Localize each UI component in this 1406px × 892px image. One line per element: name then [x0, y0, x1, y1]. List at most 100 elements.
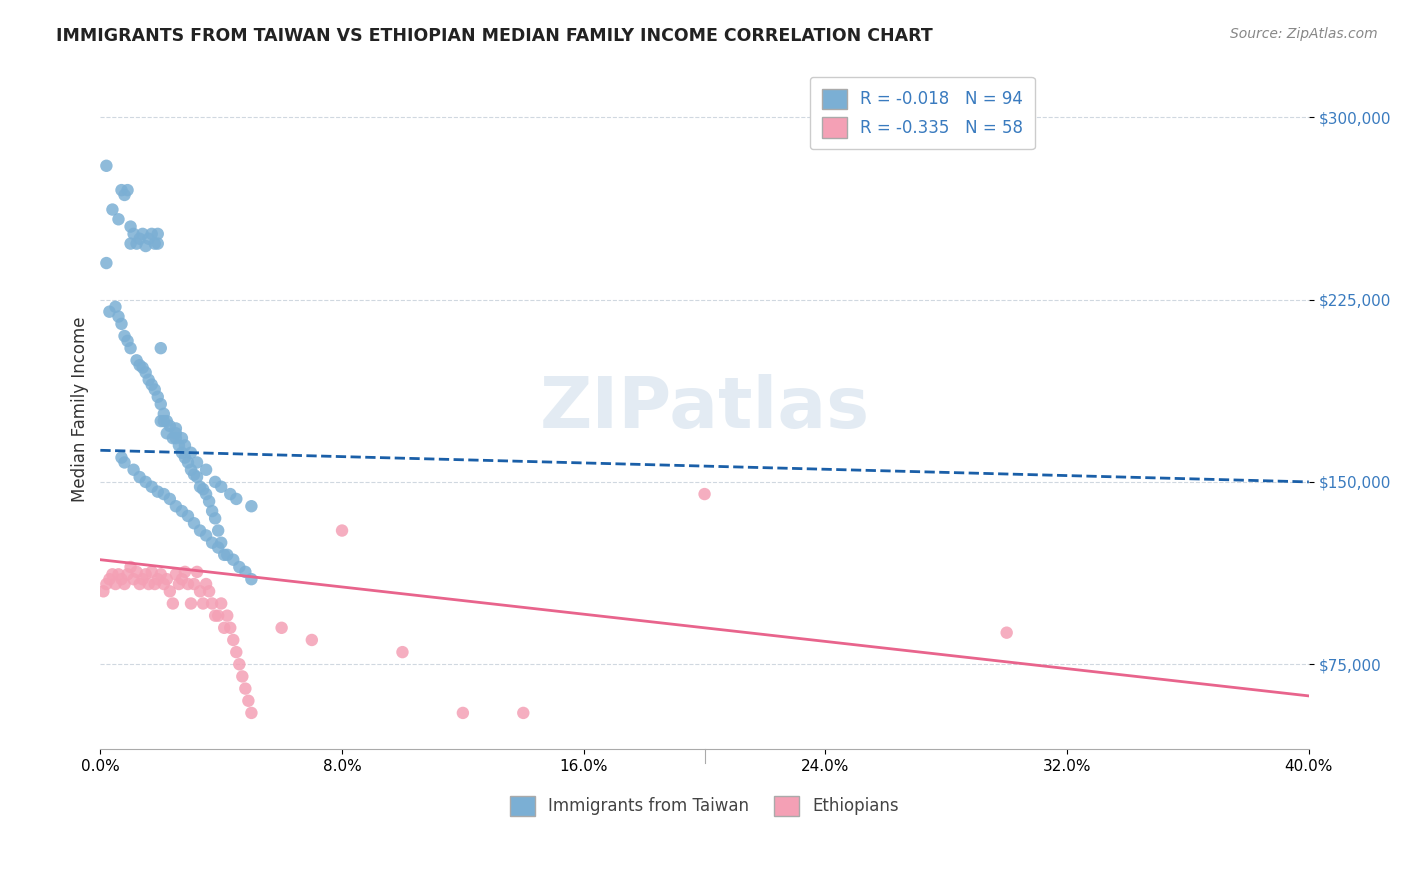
Point — [165, 426, 187, 441]
Point — [177, 508, 200, 523]
Point — [180, 446, 202, 460]
Point — [117, 183, 139, 197]
Point — [222, 632, 245, 647]
Point — [180, 597, 202, 611]
Point — [149, 397, 172, 411]
Text: IMMIGRANTS FROM TAIWAN VS ETHIOPIAN MEDIAN FAMILY INCOME CORRELATION CHART: IMMIGRANTS FROM TAIWAN VS ETHIOPIAN MEDI… — [56, 27, 934, 45]
Point — [512, 706, 534, 720]
Point — [101, 567, 124, 582]
Point — [152, 414, 174, 428]
Point — [195, 463, 218, 477]
Point — [152, 407, 174, 421]
Point — [235, 681, 257, 696]
Point — [110, 450, 132, 465]
Point — [212, 548, 235, 562]
Point — [96, 577, 118, 591]
Point — [104, 300, 127, 314]
Point — [96, 159, 118, 173]
Point — [209, 480, 232, 494]
Point — [186, 565, 208, 579]
Point — [207, 541, 229, 555]
Point — [240, 706, 263, 720]
Point — [177, 577, 200, 591]
Point — [114, 455, 136, 469]
Text: Source: ZipAtlas.com: Source: ZipAtlas.com — [1230, 27, 1378, 41]
Point — [143, 577, 166, 591]
Point — [101, 202, 124, 217]
Point — [128, 358, 150, 372]
Point — [117, 567, 139, 582]
Point — [183, 577, 205, 591]
Point — [174, 438, 197, 452]
Point — [141, 480, 163, 494]
Point — [122, 227, 145, 241]
Point — [141, 377, 163, 392]
Point — [240, 500, 263, 514]
Point — [174, 565, 197, 579]
Point — [212, 621, 235, 635]
Point — [204, 475, 226, 489]
Point — [149, 414, 172, 428]
Point — [98, 572, 121, 586]
Point — [110, 317, 132, 331]
Point — [209, 597, 232, 611]
Point — [995, 625, 1018, 640]
Point — [228, 560, 250, 574]
Point — [201, 535, 224, 549]
Point — [195, 487, 218, 501]
Point — [135, 239, 157, 253]
Point — [107, 212, 129, 227]
Point — [165, 500, 187, 514]
Point — [125, 236, 148, 251]
Point — [219, 487, 242, 501]
Point — [235, 565, 257, 579]
Point — [104, 577, 127, 591]
Point — [191, 482, 214, 496]
Point — [198, 584, 221, 599]
Point — [162, 597, 184, 611]
Point — [128, 470, 150, 484]
Point — [183, 467, 205, 482]
Legend: Immigrants from Taiwan, Ethiopians: Immigrants from Taiwan, Ethiopians — [503, 789, 905, 822]
Point — [159, 584, 181, 599]
Point — [141, 565, 163, 579]
Point — [120, 560, 142, 574]
Point — [201, 504, 224, 518]
Point — [217, 548, 239, 562]
Point — [96, 256, 118, 270]
Point — [225, 645, 247, 659]
Point — [146, 484, 169, 499]
Point — [240, 572, 263, 586]
Point — [204, 511, 226, 525]
Point — [222, 552, 245, 566]
Point — [117, 334, 139, 348]
Point — [188, 480, 211, 494]
Point — [238, 694, 260, 708]
Point — [195, 528, 218, 542]
Point — [209, 535, 232, 549]
Point — [110, 572, 132, 586]
Point — [204, 608, 226, 623]
Point — [114, 329, 136, 343]
Point — [120, 219, 142, 234]
Point — [143, 383, 166, 397]
Point — [146, 390, 169, 404]
Point — [170, 572, 193, 586]
Point — [186, 455, 208, 469]
Point — [128, 577, 150, 591]
Point — [152, 487, 174, 501]
Point — [143, 236, 166, 251]
Point — [125, 353, 148, 368]
Point — [159, 419, 181, 434]
Point — [225, 491, 247, 506]
Point — [149, 341, 172, 355]
Point — [135, 475, 157, 489]
Point — [180, 463, 202, 477]
Point — [451, 706, 474, 720]
Point — [156, 414, 179, 428]
Point — [174, 450, 197, 465]
Point — [138, 232, 160, 246]
Point — [120, 236, 142, 251]
Point — [128, 232, 150, 246]
Point — [165, 567, 187, 582]
